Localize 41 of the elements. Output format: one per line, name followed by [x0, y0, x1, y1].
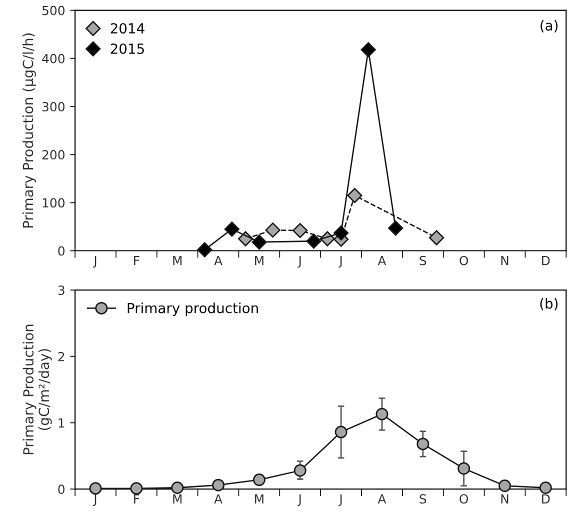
x-tick-label: A — [214, 256, 222, 266]
y-tick-label: 0 — [58, 246, 65, 256]
x-tick-label: J — [338, 494, 342, 506]
y-tick-label: 500 — [42, 6, 65, 16]
x-tick-label: M — [173, 494, 182, 504]
x-tick-label: J — [93, 256, 96, 268]
x-tick-label: O — [460, 256, 468, 266]
y-tick-label: 2 — [58, 352, 64, 362]
x-tick-label: A — [214, 494, 222, 504]
x-tick-label: D — [542, 494, 550, 504]
annotation: (b) — [540, 298, 558, 310]
legend-label: Primary production — [128, 302, 258, 316]
x-tick-label: M — [255, 494, 264, 504]
x-tick-label: F — [134, 494, 140, 504]
x-tick-label: J — [93, 494, 96, 506]
x-tick-label: D — [542, 256, 550, 266]
x-tick-label: A — [378, 256, 386, 266]
legend-label: 2014 — [110, 23, 144, 34]
y-tick-label: 300 — [42, 102, 65, 112]
y-tick-label: 100 — [42, 198, 65, 208]
y-axis-title: Primary Production (gC/m²/day) — [22, 324, 52, 454]
x-tick-label: S — [420, 494, 426, 504]
y-tick-label: 200 — [42, 150, 65, 160]
x-tick-label: N — [501, 494, 508, 504]
y-tick-label: 0 — [58, 484, 65, 494]
x-tick-label: N — [501, 256, 508, 266]
y-tick-label: 3 — [58, 286, 64, 295]
y-tick-label: 1 — [58, 418, 64, 428]
y-axis-title: Primary Production (µgC/l/h) — [22, 33, 36, 228]
x-tick-label: J — [298, 494, 301, 506]
x-tick-label: S — [420, 256, 426, 266]
x-tick-label: M — [173, 256, 182, 266]
x-tick-label: F — [134, 256, 140, 266]
y-tick-label: 400 — [42, 54, 65, 64]
x-tick-label: A — [378, 494, 386, 504]
x-tick-label: M — [255, 256, 264, 266]
x-tick-label: O — [460, 494, 468, 504]
annotation: (a) — [540, 20, 558, 32]
x-tick-label: J — [338, 256, 342, 268]
x-tick-label: J — [298, 256, 301, 268]
legend-label: 2015 — [110, 43, 144, 54]
